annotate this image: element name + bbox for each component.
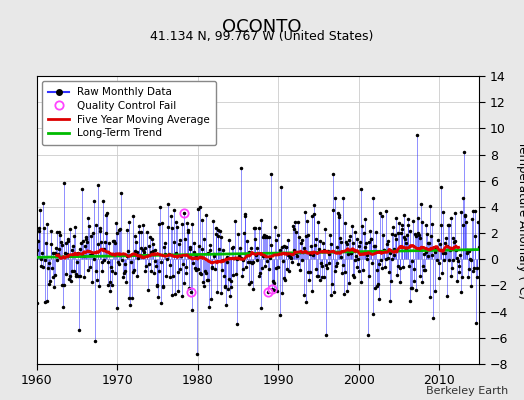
Legend: Raw Monthly Data, Quality Control Fail, Five Year Moving Average, Long-Term Tren: Raw Monthly Data, Quality Control Fail, … (42, 81, 216, 145)
Text: OCONTO: OCONTO (222, 18, 302, 36)
Y-axis label: Temperature Anomaly (°C): Temperature Anomaly (°C) (516, 141, 524, 299)
Text: 41.134 N, 99.767 W (United States): 41.134 N, 99.767 W (United States) (150, 30, 374, 43)
Text: Berkeley Earth: Berkeley Earth (426, 386, 508, 396)
